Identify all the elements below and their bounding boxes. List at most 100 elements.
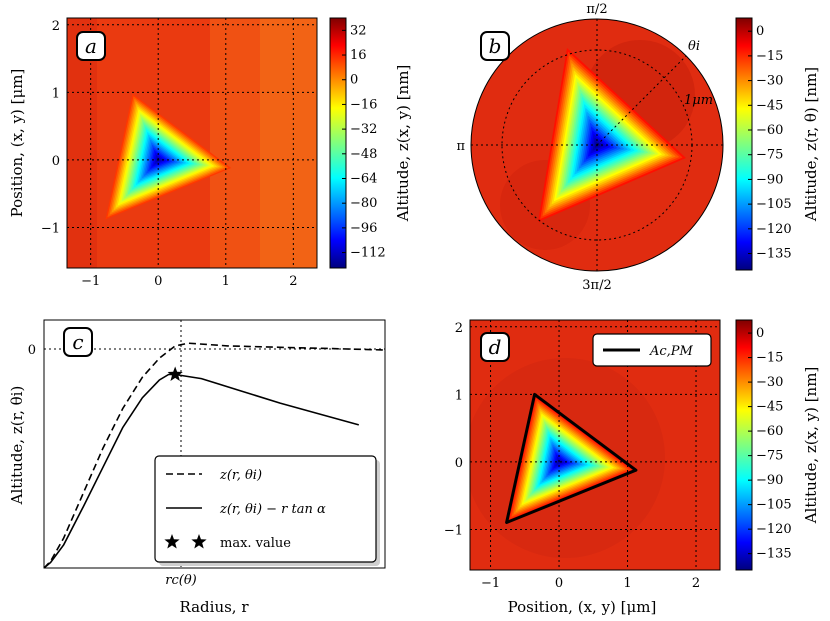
panel-a-ylabel: Position, (x, y) [μm] bbox=[8, 69, 26, 218]
colorbar-tick-label: −120 bbox=[756, 222, 792, 237]
xtick-label: 1 bbox=[222, 274, 230, 289]
ytick-label: 0 bbox=[52, 154, 60, 169]
ytick-label: 2 bbox=[455, 321, 463, 336]
panel-c: 0 rc(θ) Radius, r Altitude, z(r, θi) c z… bbox=[8, 319, 386, 616]
panel-c-badge: c bbox=[63, 327, 93, 357]
panel-a-colorbar bbox=[329, 17, 347, 269]
colorbar-tick-label: −45 bbox=[756, 98, 783, 113]
panel-a-grid bbox=[67, 18, 317, 268]
ytick-label: −1 bbox=[444, 523, 463, 538]
legend-max-label: max. value bbox=[220, 536, 291, 551]
contour-Ac-PM bbox=[505, 392, 638, 524]
colorbar-tick-label: 32 bbox=[350, 23, 367, 38]
panel-b: π/2 π 3π/2 θi 1μm b 0 −15 −30 −45 −60 −75 −90 −… bbox=[456, 2, 820, 293]
colorbar-tick-label: −135 bbox=[756, 547, 792, 562]
panel-c-xtick: rc(θ) bbox=[165, 573, 196, 588]
colorbar-tick-label: −15 bbox=[756, 49, 783, 64]
panel-a: −1 0 1 2 −1 0 1 2 Position, (x, y) [μm] a 32 16… bbox=[8, 17, 412, 289]
colorbar-tick-label: −48 bbox=[350, 147, 377, 162]
panel-a-colorbar-label: Altitude, z(x, y) [nm] bbox=[394, 65, 412, 223]
legend-star-icon bbox=[191, 534, 207, 549]
colorbar-tick-label: −60 bbox=[756, 424, 783, 439]
panel-d-xlabel: Position, (x, y) [μm] bbox=[508, 598, 657, 616]
xtick-label: 0 bbox=[154, 274, 162, 289]
panel-c-ylabel: Altitude, z(r, θi) bbox=[8, 386, 26, 506]
panel-b-badge: b bbox=[480, 31, 510, 61]
panel-d-colorbar-label: Altitude, z(x, y) [nm] bbox=[802, 367, 820, 525]
svg-text:a: a bbox=[85, 34, 97, 58]
svg-text:d: d bbox=[489, 335, 502, 359]
panel-a-frame bbox=[66, 17, 318, 269]
xtick-label: −1 bbox=[481, 576, 500, 591]
panel-b-theta-label: θi bbox=[688, 39, 700, 54]
panel-b-angle-top: π/2 bbox=[586, 2, 607, 17]
ytick-label: −1 bbox=[41, 221, 60, 236]
svg-text:c: c bbox=[72, 330, 83, 354]
legend-dashed-label: z(r, θi) bbox=[219, 468, 262, 483]
colorbar-tick-label: −96 bbox=[350, 221, 377, 236]
colorbar-tick-label: −32 bbox=[350, 122, 377, 137]
svg-text:b: b bbox=[489, 34, 502, 58]
xtick-label: −1 bbox=[81, 274, 100, 289]
panel-a-yticks: −1 0 1 2 bbox=[41, 19, 60, 237]
panel-c-frame bbox=[43, 319, 386, 569]
xtick-label: 2 bbox=[289, 274, 297, 289]
colorbar-tick-label: −90 bbox=[756, 473, 783, 488]
colorbar-tick-label: −30 bbox=[756, 74, 783, 89]
panel-b-grid bbox=[471, 19, 723, 271]
ytick-label: 1 bbox=[455, 388, 463, 403]
panel-a-badge: a bbox=[76, 31, 106, 61]
legend-solid-label: z(r, θi) − r tan α bbox=[219, 502, 326, 517]
panel-b-angle-left: π bbox=[456, 139, 465, 154]
xtick-label: 1 bbox=[623, 576, 631, 591]
colorbar-tick-label: 0 bbox=[756, 24, 764, 39]
colorbar-tick-label: −15 bbox=[756, 351, 783, 366]
xtick-label: 2 bbox=[692, 576, 700, 591]
colorbar-tick-label: 0 bbox=[350, 73, 358, 88]
colorbar-tick-label: −90 bbox=[756, 172, 783, 187]
panel-b-radius-label: 1μm bbox=[684, 93, 713, 108]
colorbar-tick-label: −45 bbox=[756, 400, 783, 415]
colorbar-tick-label: −75 bbox=[756, 449, 783, 464]
panel-d-triangle bbox=[507, 395, 635, 522]
panel-d-frame bbox=[469, 319, 721, 571]
colorbar-tick-label: −80 bbox=[350, 196, 377, 211]
panel-c-legend: z(r, θi) z(r, θi) − r tan α max. value bbox=[154, 455, 380, 566]
panel-b-colorbar-label: Altitude, z(r, θ) [nm] bbox=[802, 67, 820, 222]
panel-d-xticks: −1 0 1 2 bbox=[481, 576, 700, 591]
panel-d: −1 0 1 2 −1 0 1 2 Position, (x, y) [μm] d Ac,P… bbox=[444, 319, 820, 616]
colorbar-tick-label: −105 bbox=[756, 197, 792, 212]
colorbar-tick-label: −120 bbox=[756, 522, 792, 537]
colorbar-tick-label: −30 bbox=[756, 375, 783, 390]
panel-d-colorbar-ticks: 0 −15 −30 −45 −60 −75 −90 −105 −120 −135 bbox=[748, 326, 792, 562]
colorbar-tick-label: −75 bbox=[756, 148, 783, 163]
panel-c-xlabel: Radius, r bbox=[179, 598, 249, 616]
panel-c-ytick: 0 bbox=[28, 343, 36, 358]
legend-contour-label: Ac,PM bbox=[649, 344, 694, 359]
panel-d-yticks: −1 0 1 2 bbox=[444, 321, 463, 539]
panel-a-triangle bbox=[105, 93, 232, 220]
series-solid bbox=[43, 373, 360, 569]
max-value-star bbox=[167, 366, 183, 381]
ytick-label: 1 bbox=[52, 86, 60, 101]
panel-d-legend: Ac,PM bbox=[592, 333, 712, 367]
panel-a-colorbar-ticks: 32 16 0 −16 −32 −48 −64 −80 −96 −112 bbox=[342, 23, 386, 261]
panel-a-xticks: −1 0 1 2 bbox=[81, 274, 297, 289]
panel-d-badge: d bbox=[480, 332, 510, 362]
xtick-label: 0 bbox=[555, 576, 563, 591]
panel-b-colorbar-ticks: 0 −15 −30 −45 −60 −75 −90 −105 −120 −135 bbox=[748, 24, 792, 262]
ytick-label: 2 bbox=[52, 19, 60, 34]
panel-b-triangle bbox=[538, 48, 686, 222]
colorbar-tick-label: −64 bbox=[350, 171, 377, 186]
colorbar-tick-label: 0 bbox=[756, 326, 764, 341]
panel-b-angle-bottom: 3π/2 bbox=[582, 278, 611, 293]
colorbar-tick-label: −16 bbox=[350, 97, 377, 112]
colorbar-tick-label: −112 bbox=[350, 246, 386, 261]
ytick-label: 0 bbox=[455, 456, 463, 471]
colorbar-tick-label: 16 bbox=[350, 48, 367, 63]
colorbar-tick-label: −135 bbox=[756, 247, 792, 262]
legend-star-icon bbox=[164, 534, 180, 549]
colorbar-tick-label: −60 bbox=[756, 123, 783, 138]
colorbar-tick-label: −105 bbox=[756, 498, 792, 513]
